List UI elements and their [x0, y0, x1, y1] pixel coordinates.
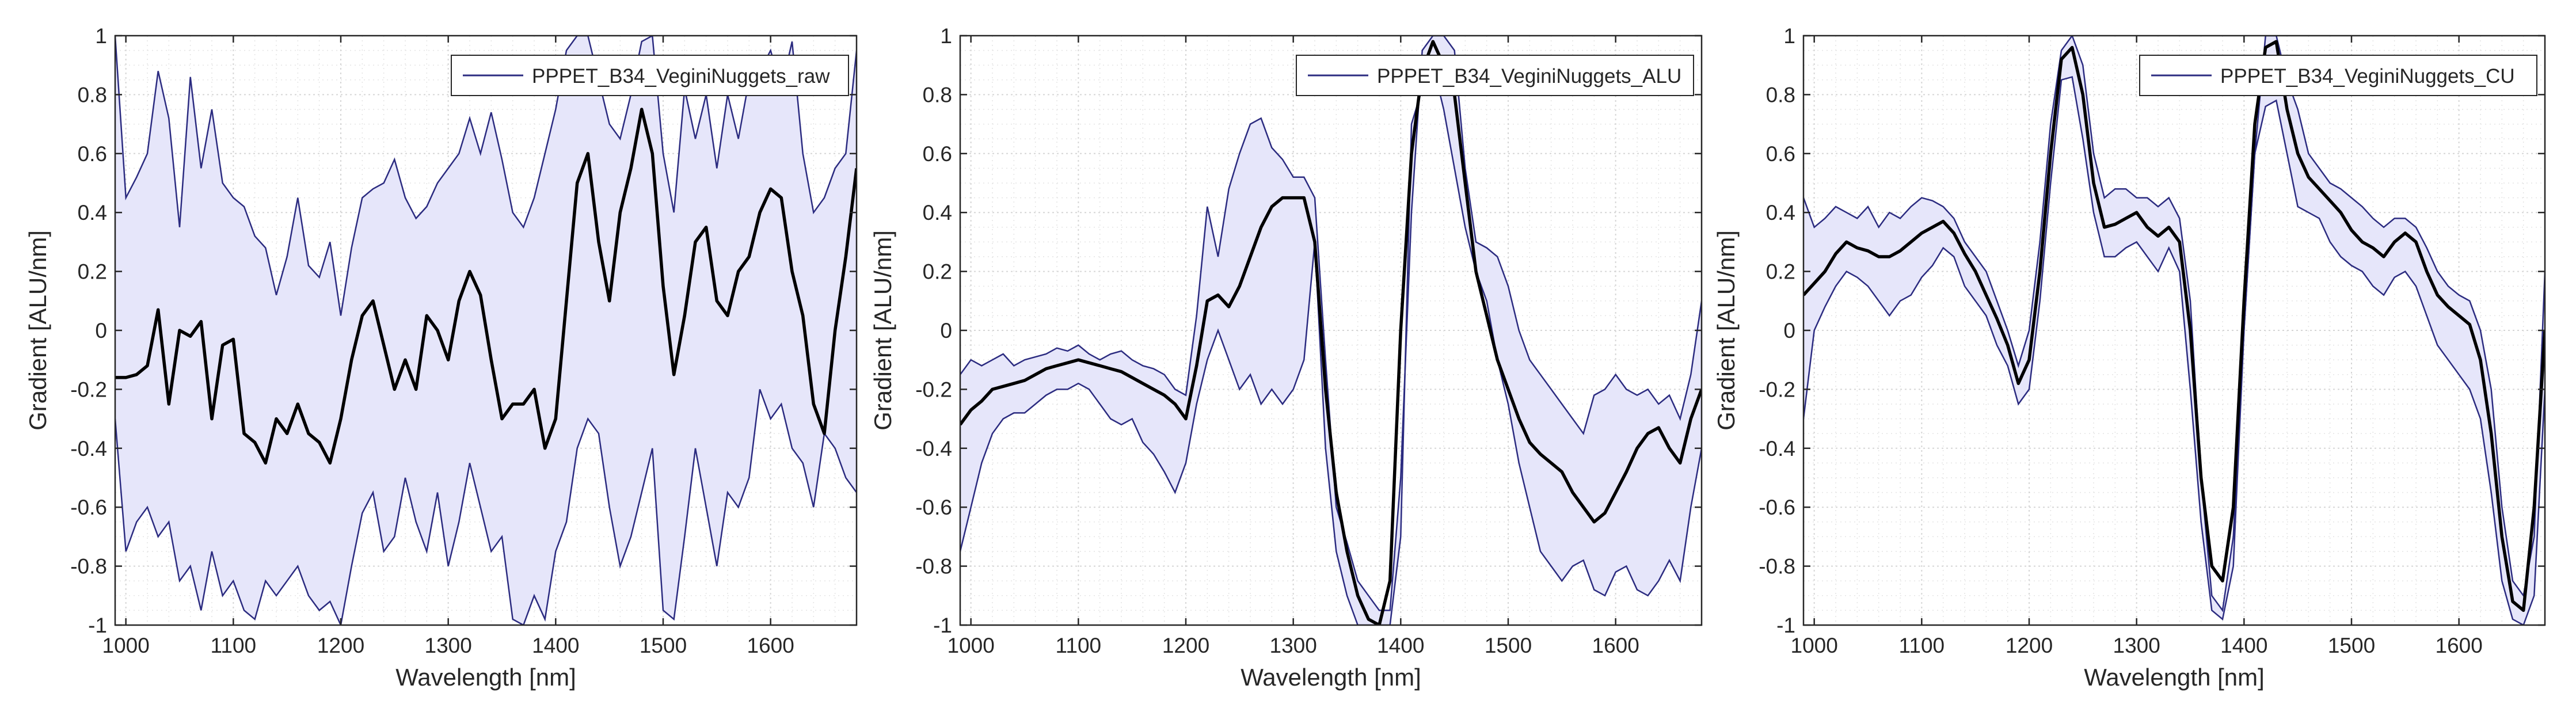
y-tick-label: 0 [940, 319, 952, 342]
legend-label: PPPET_B34_VeginiNuggets_ALU [1377, 65, 1681, 87]
chart-panel-raw: 1000 1100 1200 1300 1400 1500 1600 -1 -0.8 -0.6 -0… [24, 24, 858, 691]
y-tick-label: 0.2 [1766, 260, 1795, 284]
y-tick-label: -0.6 [70, 496, 107, 519]
series-mean-line [960, 40, 1702, 625]
x-tick-label: 1300 [2113, 634, 2160, 657]
x-tick-label: 1100 [1899, 634, 1945, 657]
y-tick-label: -0.6 [915, 496, 952, 519]
x-axis-label: Wavelength [nm] [2084, 664, 2265, 691]
y-tick-label: 0.6 [78, 142, 107, 166]
y-tick-label: 0.2 [78, 260, 107, 284]
y-axis-label: Gradient [ALU/nm] [1713, 230, 1740, 431]
x-tick-label: 1500 [640, 634, 687, 657]
y-tick-label: 0.2 [923, 260, 952, 284]
x-tick-label: 1200 [317, 634, 364, 657]
x-tick-label: 1500 [1485, 634, 1532, 657]
y-tick-label: -0.4 [1759, 437, 1795, 460]
x-tick-label: 1300 [1270, 634, 1317, 657]
x-tick-label: 1400 [2220, 634, 2267, 657]
y-tick-label: 0.4 [1766, 201, 1795, 224]
y-tick-label: 0.8 [923, 83, 952, 106]
y-tick-label: 0.8 [78, 83, 107, 106]
y-tick-label: -0.2 [1759, 378, 1795, 401]
y-tick-label: -1 [933, 614, 952, 637]
y-axis-label: Gradient [ALU/nm] [869, 230, 896, 431]
y-tick-label: -0.6 [1759, 496, 1795, 519]
y-tick-label: -0.8 [1759, 555, 1795, 578]
x-axis-label: Wavelength [nm] [395, 664, 576, 691]
series-lower-line [960, 63, 1702, 625]
legend-label: PPPET_B34_VeginiNuggets_raw [532, 65, 830, 87]
x-tick-label: 1000 [948, 634, 995, 657]
y-tick-label: -0.8 [70, 555, 107, 578]
x-tick-label: 1100 [1056, 634, 1102, 657]
y-axis-label: Gradient [ALU/nm] [24, 230, 51, 431]
y-tick-label: 0 [95, 319, 107, 342]
x-tick-label: 1000 [1791, 634, 1838, 657]
series-upper-line [115, 36, 857, 316]
y-tick-label: 1 [940, 24, 952, 48]
y-tick-label: 1 [95, 24, 107, 48]
y-tick-label: -0.2 [70, 378, 107, 401]
legend: PPPET_B34_VeginiNuggets_ALU [1296, 55, 1694, 96]
x-tick-label: 1400 [532, 634, 579, 657]
y-tick-label: 0.8 [1766, 83, 1795, 106]
x-tick-label: 1000 [102, 634, 150, 657]
y-tick-label: 0.6 [1766, 142, 1795, 166]
x-tick-label: 1600 [747, 634, 794, 657]
chart-panel-alu: 1000 1100 1200 1300 1400 1500 1600 -1 -0.8 -0.6 -0… [869, 24, 1703, 691]
y-tick-label: -0.8 [915, 555, 952, 578]
legend: PPPET_B34_VeginiNuggets_raw [451, 55, 849, 96]
series-upper-line [1803, 36, 2545, 612]
y-tick-label: -0.4 [70, 437, 107, 460]
x-tick-label: 1200 [2006, 634, 2053, 657]
chart-panel-cu: 1000 1100 1200 1300 1400 1500 1600 -1 -0.8 -0.6 -0… [1713, 24, 2546, 691]
y-tick-label: -0.4 [915, 437, 952, 460]
legend-label: PPPET_B34_VeginiNuggets_CU [2220, 65, 2515, 87]
series-lower-line [1803, 76, 2545, 625]
y-tick-label: 0.4 [923, 201, 952, 224]
y-tick-label: -1 [88, 614, 107, 637]
series-mean-line [1803, 40, 2545, 612]
x-tick-label: 1100 [211, 634, 257, 657]
x-tick-label: 1300 [425, 634, 472, 657]
x-tick-label: 1500 [2328, 634, 2375, 657]
y-tick-label: 0 [1783, 319, 1795, 342]
legend: PPPET_B34_VeginiNuggets_CU [2139, 55, 2537, 96]
y-tick-label: -1 [1776, 614, 1795, 637]
y-tick-label: 0.6 [923, 142, 952, 166]
x-tick-label: 1600 [1592, 634, 1639, 657]
x-tick-label: 1600 [2436, 634, 2483, 657]
y-tick-label: -0.2 [915, 378, 952, 401]
x-axis-label: Wavelength [nm] [1241, 664, 1421, 691]
x-tick-label: 1400 [1377, 634, 1424, 657]
y-tick-label: 1 [1783, 24, 1795, 48]
series-lower-line [115, 389, 857, 625]
plot-series-group [960, 36, 1702, 625]
plot-series-group [1803, 36, 2545, 625]
confidence-band [960, 36, 1702, 625]
series-mean-line [115, 108, 857, 465]
plot-series-group [115, 36, 857, 625]
y-tick-label: 0.4 [78, 201, 107, 224]
x-tick-label: 1200 [1162, 634, 1209, 657]
